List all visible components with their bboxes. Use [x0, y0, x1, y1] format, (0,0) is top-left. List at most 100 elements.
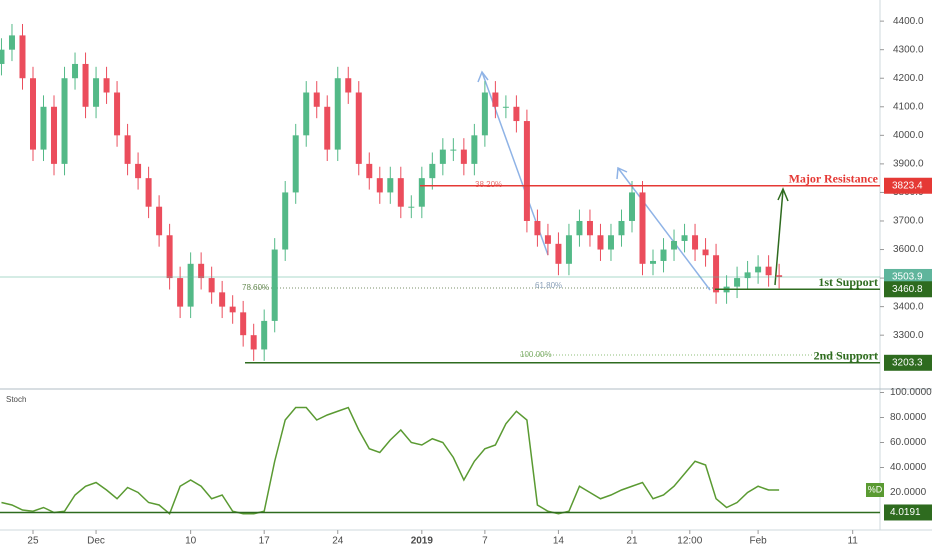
candle-body: [345, 78, 352, 93]
candle-body: [334, 78, 341, 150]
candle-body: [208, 278, 215, 293]
candle-body: [534, 220, 541, 236]
x-tick-label: Feb: [749, 536, 767, 547]
x-tick-label: 14: [553, 536, 565, 547]
candle-body: [576, 220, 583, 236]
candle-body: [481, 92, 488, 136]
candle-body: [198, 263, 205, 279]
candle-body: [418, 178, 425, 207]
candle-body: [650, 260, 657, 264]
candle-body: [376, 178, 383, 193]
candle-body: [744, 272, 751, 279]
x-tick-label: 7: [482, 536, 488, 547]
candle-body: [513, 106, 520, 122]
fib-label: 78.60%: [242, 283, 269, 292]
candle-body: [702, 249, 709, 256]
candle-body: [765, 266, 772, 276]
candle-body: [713, 255, 720, 293]
x-tick-label: 10: [185, 536, 197, 547]
candle-body: [19, 35, 26, 79]
y-tick-label: 3400.0: [893, 301, 924, 312]
level-name: Major Resistance: [789, 171, 879, 185]
y-tick-label: 20.0000: [890, 487, 927, 498]
arrow-head: [777, 187, 789, 202]
candle-body: [607, 235, 614, 250]
level-value: 3823.4: [892, 180, 923, 191]
last-price-value: 3503.9: [892, 272, 923, 283]
candle-body: [51, 106, 58, 164]
x-tick-label: 24: [332, 536, 344, 547]
candle-body: [271, 249, 278, 321]
candle-body: [460, 149, 467, 164]
candle-body: [597, 235, 604, 250]
candle-body: [429, 163, 436, 179]
y-tick-label: 4400.0: [893, 16, 924, 27]
y-tick-label: 80.0000: [890, 412, 927, 423]
candle-body: [776, 275, 783, 277]
candle-body: [93, 78, 100, 107]
candle-body: [639, 192, 646, 264]
y-tick-label: 4300.0: [893, 44, 924, 55]
candle-body: [523, 121, 530, 221]
candle-body: [408, 206, 415, 208]
candle-body: [61, 78, 68, 164]
candle-body: [692, 235, 699, 250]
candle-body: [240, 312, 247, 336]
candle-body: [439, 149, 446, 164]
level-box: [884, 354, 932, 371]
y-tick-label: 4200.0: [893, 73, 924, 84]
y-tick-label: 40.0000: [890, 462, 927, 473]
level-value: 3203.3: [892, 357, 923, 368]
y-tick-label: 3600.0: [893, 244, 924, 255]
candle-body: [355, 92, 362, 164]
candle-body: [734, 278, 741, 287]
candle-body: [292, 135, 299, 193]
candle-body: [492, 92, 499, 107]
candle-body: [156, 206, 163, 236]
x-tick-label: 12:00: [677, 536, 702, 547]
y-tick-label: 4100.0: [893, 101, 924, 112]
fib-label: 61.80%: [535, 281, 562, 290]
level-name: 2nd Support: [814, 349, 878, 363]
candle-body: [261, 320, 268, 350]
candle-body: [124, 135, 131, 164]
last-price-box: [884, 268, 932, 285]
candle-body: [0, 49, 5, 64]
stoch-line: [1, 406, 780, 515]
candle-body: [187, 263, 194, 307]
target-arrow: [774, 189, 784, 286]
candle-body: [555, 243, 562, 264]
x-tick-label: 17: [259, 536, 271, 547]
fib-label: 100.00%: [520, 350, 552, 359]
x-tick-label: 21: [626, 536, 638, 547]
candle-body: [229, 306, 236, 313]
candle-body: [387, 178, 394, 193]
candle-body: [40, 106, 47, 150]
candle-body: [114, 92, 121, 136]
candle-body: [313, 92, 320, 107]
candle-body: [681, 235, 688, 241]
level-value: 3460.8: [892, 284, 923, 295]
candle-body: [250, 335, 257, 350]
legend-label: %D: [868, 484, 883, 494]
candle-body: [565, 235, 572, 264]
y-tick-label: 3300.0: [893, 330, 924, 341]
candle-body: [324, 106, 331, 150]
legend-box: [866, 483, 884, 497]
candle-body: [219, 292, 226, 307]
candle-body: [755, 266, 762, 273]
candle-body: [366, 163, 373, 179]
y-tick-label: 100.0000: [890, 387, 932, 398]
fib-label: 38.20%: [475, 180, 502, 189]
level-value: 4.0191: [890, 507, 921, 518]
candle-body: [103, 78, 110, 93]
candle-body: [544, 235, 551, 244]
candle-body: [72, 63, 79, 79]
y-tick-label: 60.0000: [890, 437, 927, 448]
candle-body: [671, 240, 678, 250]
fib-arrow: [617, 167, 711, 291]
x-tick-label: Dec: [87, 536, 105, 547]
candle-body: [660, 249, 667, 261]
